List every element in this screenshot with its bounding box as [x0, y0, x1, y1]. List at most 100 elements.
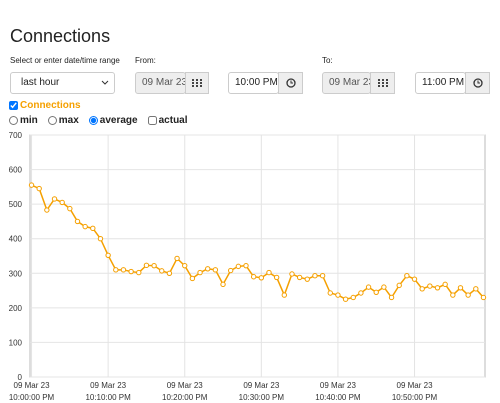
x-tick-label: 09 Mar 23 10:40:00 PM	[315, 381, 361, 402]
x-tick-line: 09 Mar 23	[243, 381, 280, 390]
data-point	[342, 296, 349, 302]
mode-input[interactable]	[47, 116, 57, 125]
series-name: Connections	[20, 100, 81, 111]
x-tick-line: 10:00:00 PM	[9, 393, 55, 402]
data-point	[327, 290, 333, 296]
data-point	[113, 267, 119, 273]
data-point	[151, 262, 157, 269]
data-point	[44, 207, 50, 213]
data-point	[74, 218, 81, 225]
mode-input[interactable]	[147, 116, 157, 125]
data-point	[90, 225, 96, 232]
x-tick-line: 09 Mar 23	[14, 381, 51, 390]
x-tick-label: 09 Mar 23 10:10:00 PM	[85, 381, 131, 402]
data-point	[197, 269, 203, 276]
y-tick-label: 0	[18, 373, 23, 382]
from-clock-button[interactable]	[278, 72, 303, 94]
page-title: Connections	[10, 26, 111, 46]
x-tick-line: 10:40:00 PM	[315, 393, 361, 402]
plot-area	[29, 134, 486, 378]
mode-options: min max average actual	[9, 115, 188, 126]
data-point	[296, 274, 303, 281]
y-tick-label: 500	[9, 200, 23, 209]
data-point	[59, 199, 65, 206]
data-point	[434, 285, 441, 291]
data-point	[250, 274, 257, 280]
data-point	[143, 262, 150, 269]
to-clock-button[interactable]	[465, 72, 490, 94]
clock-icon	[285, 78, 296, 88]
calendar-icon	[377, 79, 388, 87]
calendar-icon	[192, 79, 202, 87]
data-point	[82, 223, 88, 230]
series-toggle[interactable]: Connections	[9, 100, 81, 111]
data-point	[388, 294, 395, 301]
to-time[interactable]: 11:00 PM	[415, 72, 466, 94]
y-tick-label: 400	[9, 235, 23, 244]
data-point	[243, 262, 249, 269]
data-point	[427, 283, 433, 289]
to-label: To:	[322, 56, 333, 65]
data-point	[442, 281, 448, 288]
x-tick-line: 10:20:00 PM	[162, 393, 208, 402]
data-point	[465, 292, 471, 298]
data-point	[419, 286, 425, 292]
to-calendar-button[interactable]	[370, 72, 395, 94]
data-point	[273, 274, 280, 281]
y-tick-label: 300	[9, 269, 23, 278]
data-point	[373, 289, 379, 296]
mode-input[interactable]	[88, 116, 98, 125]
data-point	[319, 273, 326, 279]
x-tick-line: 10:50:00 PM	[392, 393, 438, 402]
to-date[interactable]: 09 Mar 23	[322, 72, 371, 94]
data-point	[365, 284, 372, 290]
y-tick-label: 100	[9, 338, 23, 347]
mode-option[interactable]: min	[9, 115, 38, 126]
data-point	[182, 262, 188, 269]
mode-input[interactable]	[9, 116, 18, 125]
from-time[interactable]: 10:00 PM	[228, 72, 279, 94]
data-point	[28, 182, 35, 188]
data-point	[67, 205, 73, 212]
from-calendar-button[interactable]	[185, 72, 209, 94]
mode-option[interactable]: average	[88, 115, 138, 126]
data-point	[36, 185, 42, 192]
data-point	[212, 267, 219, 273]
data-point	[312, 273, 318, 279]
y-tick-label: 700	[9, 131, 23, 140]
data-point	[266, 269, 272, 276]
series-checkbox[interactable]	[9, 101, 18, 110]
data-point	[480, 294, 487, 301]
data-point	[136, 269, 142, 276]
range-value: last hour	[21, 77, 60, 88]
range-label: Select or enter date/time range	[10, 56, 120, 65]
mode-label: actual	[158, 115, 188, 126]
data-point	[235, 263, 242, 270]
x-tick-line: 09 Mar 23	[397, 381, 434, 390]
mode-label: max	[58, 115, 79, 126]
data-point	[335, 292, 341, 298]
data-point	[358, 290, 364, 296]
x-tick-label: 09 Mar 23 10:50:00 PM	[392, 381, 438, 402]
mode-option[interactable]: max	[47, 115, 79, 126]
clock-icon	[472, 78, 483, 88]
data-point	[258, 275, 265, 281]
mode-option[interactable]: actual	[147, 115, 188, 126]
data-point	[289, 271, 295, 277]
from-date[interactable]: 09 Mar 23	[135, 72, 186, 94]
data-point	[381, 284, 387, 290]
data-point	[220, 281, 226, 288]
data-point	[51, 196, 58, 202]
data-point	[128, 268, 134, 275]
mode-label: average	[99, 115, 138, 126]
data-point	[281, 292, 288, 298]
range-select[interactable]: last hour	[10, 72, 115, 94]
data-point	[473, 286, 479, 292]
x-tick-label: 09 Mar 23 10:20:00 PM	[162, 381, 208, 402]
data-point	[396, 282, 402, 289]
data-point	[411, 276, 418, 282]
chart: 0 100 200 300 400 500 600 700 09 Mar 23 10:00:00 …	[9, 131, 487, 402]
y-tick-label: 200	[9, 304, 23, 313]
x-tick-line: 10:30:00 PM	[239, 393, 285, 402]
